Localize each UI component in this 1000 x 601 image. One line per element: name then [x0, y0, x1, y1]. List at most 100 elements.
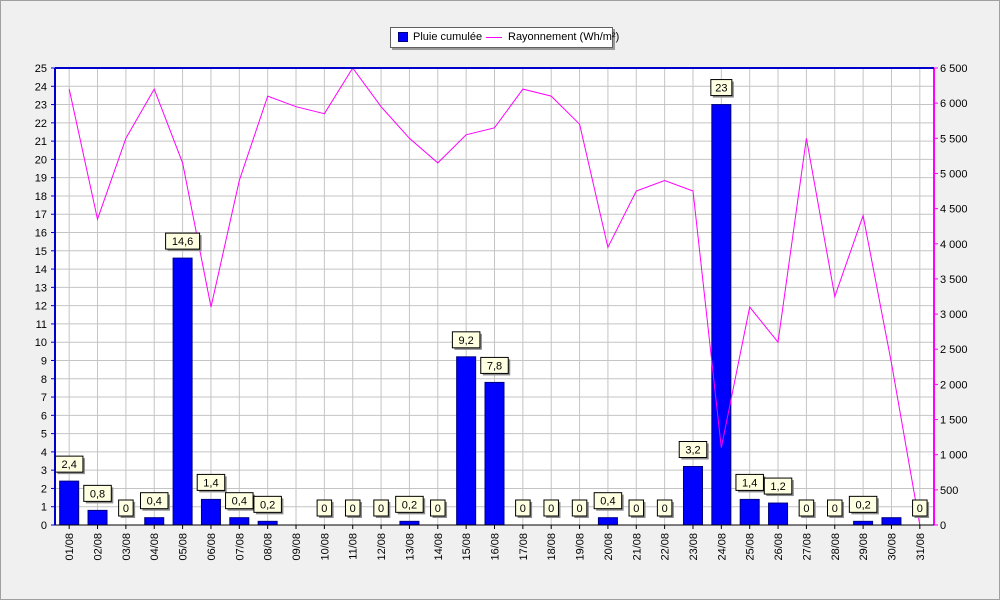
- left-axis-tick-label: 18: [35, 191, 47, 203]
- data-label: 0: [548, 503, 554, 515]
- x-axis-tick-label: 06/08: [206, 533, 218, 561]
- data-label: 1,4: [742, 477, 757, 489]
- x-axis-tick-label: 21/08: [631, 533, 643, 561]
- data-label: 0,4: [232, 496, 247, 508]
- data-label-box: [139, 492, 169, 510]
- x-axis-tick-label: 07/08: [234, 533, 246, 561]
- left-axis-tick-label: 20: [35, 154, 47, 166]
- left-axis-tick-label: 5: [41, 429, 47, 441]
- left-axis-tick-label: 22: [35, 118, 47, 130]
- x-axis-tick-label: 31/08: [915, 533, 927, 561]
- data-label-box: [430, 499, 446, 517]
- data-label-box: [395, 495, 424, 513]
- data-label: 0: [803, 503, 809, 515]
- x-axis-tick-label: 22/08: [660, 533, 672, 561]
- data-label: 0: [520, 503, 526, 515]
- legend-item-radiation: Rayonnement (Wh/m²): [486, 31, 619, 43]
- x-axis-tick-label: 20/08: [603, 533, 615, 561]
- x-axis-tick-label: 02/08: [93, 533, 105, 561]
- right-axis-tick-label: 5 500: [940, 133, 968, 145]
- rain-bar: [87, 509, 108, 526]
- data-label-box: [54, 455, 84, 473]
- left-axis-tick-label: 11: [36, 319, 47, 331]
- data-label-box: [571, 499, 588, 517]
- right-axis-tick-label: 0: [940, 520, 946, 532]
- rain-bar: [456, 356, 477, 526]
- left-axis-tick-label: 10: [35, 337, 47, 349]
- left-axis-tick-label: 15: [35, 246, 47, 258]
- data-label-box: [656, 499, 673, 517]
- rain-bar: [172, 257, 193, 526]
- data-label: 0,4: [600, 496, 615, 508]
- data-label: 3,2: [685, 445, 700, 457]
- data-label-box: [118, 499, 134, 517]
- data-label: 0,4: [147, 496, 162, 508]
- data-label: 7,8: [487, 360, 502, 372]
- left-axis-tick-label: 4: [41, 447, 47, 459]
- left-axis-tick-label: 14: [35, 264, 47, 276]
- data-label: 0: [662, 503, 668, 515]
- right-axis-tick-label: 2 000: [940, 379, 968, 391]
- left-axis-tick-label: 8: [41, 374, 47, 386]
- left-axis-tick-label: 24: [35, 81, 47, 93]
- data-label: 23: [715, 83, 727, 95]
- data-label: 0,2: [855, 499, 870, 511]
- data-label: 0: [435, 503, 441, 515]
- rain-bar: [229, 517, 250, 526]
- data-label: 0: [321, 503, 327, 515]
- data-label: 2,4: [62, 459, 77, 471]
- rain-bar: [399, 520, 420, 526]
- left-axis-tick-label: 7: [41, 392, 47, 404]
- rain-bar: [739, 498, 760, 526]
- x-axis-tick-label: 08/08: [263, 533, 275, 561]
- left-axis-tick-label: 21: [35, 136, 47, 148]
- x-axis-tick-label: 26/08: [773, 533, 785, 561]
- data-label-box: [628, 499, 645, 517]
- data-label-box: [848, 495, 878, 513]
- data-label-box: [316, 499, 333, 517]
- right-axis-tick-label: 1 000: [940, 450, 968, 462]
- data-label-box: [735, 473, 764, 491]
- data-label-box: [678, 441, 708, 459]
- x-axis-tick-label: 03/08: [121, 533, 133, 561]
- data-label-box: [196, 473, 226, 491]
- right-axis-tick-label: 3 000: [940, 309, 968, 321]
- rain-bar: [597, 517, 618, 526]
- data-label-box: [912, 499, 928, 517]
- data-label-box: [798, 499, 815, 517]
- data-label: 0: [123, 503, 129, 515]
- left-axis-tick-label: 16: [35, 228, 47, 240]
- legend-radiation-label: Rayonnement (Wh/m²): [508, 31, 620, 43]
- x-axis-tick-label: 14/08: [433, 533, 445, 561]
- x-axis-tick-label: 29/08: [858, 533, 870, 561]
- data-label-box: [225, 492, 254, 510]
- data-label-box: [593, 492, 623, 510]
- rain-bar: [200, 498, 221, 526]
- rain-bar: [484, 381, 505, 526]
- left-axis-tick-label: 0: [41, 520, 47, 532]
- left-axis-tick-label: 12: [35, 301, 47, 313]
- left-axis-tick-label: 6: [41, 410, 47, 422]
- data-label: 0,2: [260, 499, 275, 511]
- x-axis-tick-label: 16/08: [490, 533, 502, 561]
- x-axis-tick-label: 19/08: [575, 533, 587, 561]
- legend-item-rain: Pluie cumulée: [398, 31, 482, 43]
- data-label-box: [543, 499, 559, 517]
- rain-bar: [853, 520, 874, 526]
- data-label-box: [763, 477, 793, 495]
- data-label-box: [344, 499, 361, 517]
- rain-bar: [59, 480, 80, 526]
- x-axis-tick-label: 13/08: [404, 533, 416, 561]
- data-label: 0: [832, 503, 838, 515]
- legend-rain-label: Pluie cumulée: [413, 31, 483, 43]
- left-axis-tick-label: 3: [41, 465, 47, 477]
- data-label: 1,4: [203, 477, 218, 489]
- legend-rain-swatch: [398, 32, 408, 42]
- data-label: 14,6: [172, 236, 193, 248]
- right-axis-tick-label: 4 000: [940, 239, 968, 251]
- left-axis-tick-label: 2: [41, 483, 47, 495]
- data-label-box: [480, 356, 509, 374]
- left-axis-tick-label: 17: [35, 209, 47, 221]
